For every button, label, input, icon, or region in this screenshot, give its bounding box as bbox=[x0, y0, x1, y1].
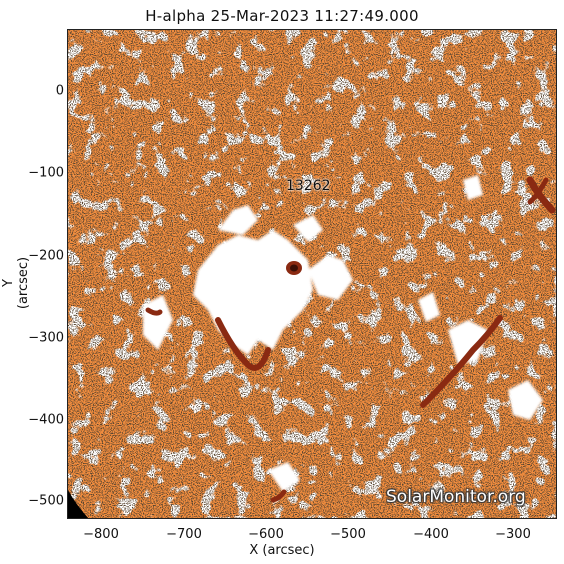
x-tick-label: −600 bbox=[248, 527, 284, 542]
x-tick-label: −300 bbox=[495, 527, 531, 542]
y-tick-label: −200 bbox=[28, 248, 64, 264]
sunspot bbox=[286, 261, 302, 275]
active-region-label: 13262 bbox=[286, 178, 331, 194]
x-tick-label: −500 bbox=[330, 527, 366, 542]
x-tick-label: −700 bbox=[166, 527, 202, 542]
x-axis-label: X (arcsec) bbox=[249, 543, 315, 558]
x-tick-label: −400 bbox=[413, 527, 449, 542]
y-tick-label: −500 bbox=[28, 493, 64, 509]
watermark-text: SolarMonitor.org bbox=[386, 487, 526, 507]
y-tick-label: −400 bbox=[28, 412, 64, 428]
off-limb-corner bbox=[68, 490, 89, 518]
y-tick-label: 0 bbox=[55, 83, 64, 99]
y-tick-label: −300 bbox=[28, 330, 64, 346]
solar-image bbox=[67, 29, 557, 519]
x-tick-label: −800 bbox=[83, 527, 119, 542]
filaments bbox=[145, 176, 556, 503]
image-title: H-alpha 25-Mar-2023 11:27:49.000 bbox=[145, 7, 419, 25]
y-axis-label: Y (arcsec) bbox=[1, 256, 31, 310]
y-tick-label: −100 bbox=[28, 165, 64, 181]
